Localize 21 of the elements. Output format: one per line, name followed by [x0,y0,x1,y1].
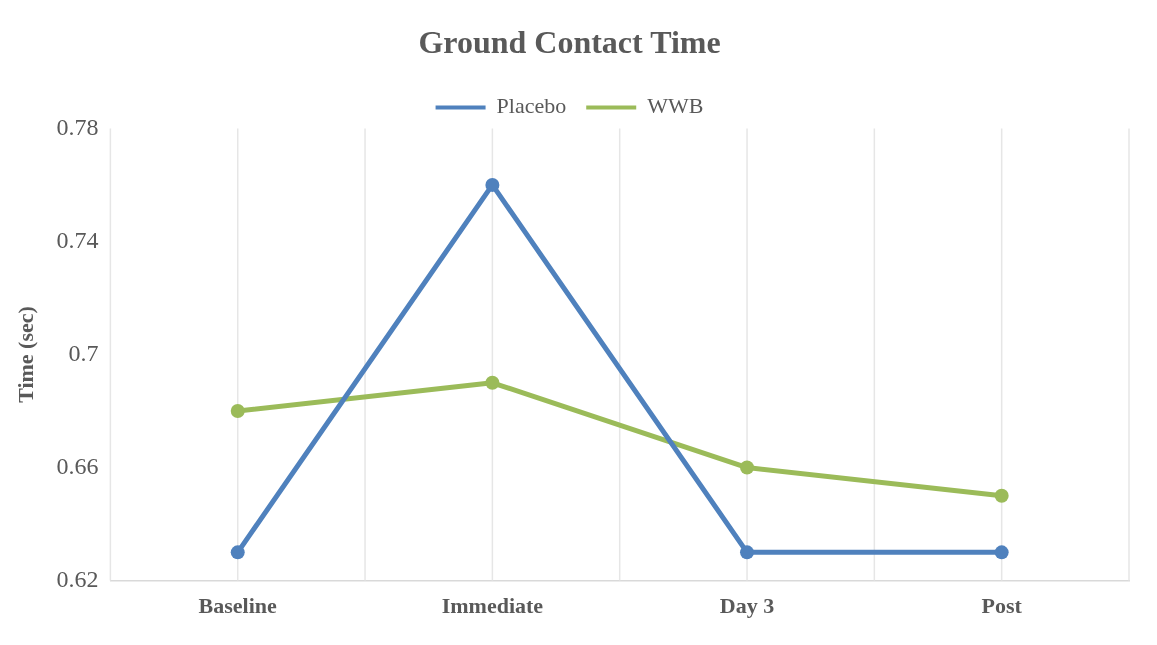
point [994,488,1009,503]
y-axis-title: Time (sec) [12,306,38,403]
legend-label: Placebo [496,93,567,119]
point [230,545,245,560]
y-tick-label: 0.78 [56,113,99,140]
x-tick-label: Day 3 [719,593,775,619]
x-tick-label: Post [981,593,1023,619]
x-tick-label: Immediate [441,593,544,619]
x-tick-label: Baseline [198,593,278,619]
point [485,177,500,192]
chart-title: Ground Contact Time [418,24,721,61]
point [230,404,245,419]
y-tick-label: 0.74 [56,226,99,253]
point [994,545,1009,560]
y-tick-label: 0.62 [56,565,99,592]
y-tick-label: 0.7 [68,339,99,366]
point [740,545,755,560]
legend-label: WWB [647,93,704,119]
y-tick-label: 0.66 [56,452,99,479]
point [740,460,755,475]
point [485,375,500,390]
